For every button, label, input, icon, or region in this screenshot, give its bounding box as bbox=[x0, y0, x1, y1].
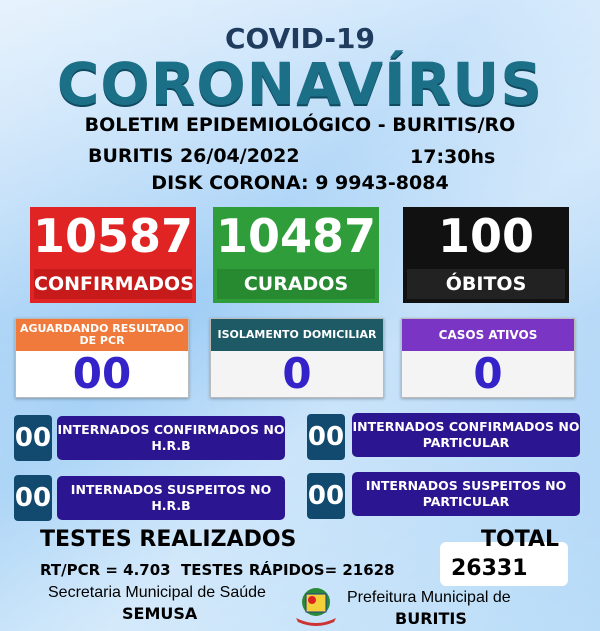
time: 17:30hs bbox=[410, 146, 496, 168]
tests-detail: RT/PCR = 4.703 TESTES RÁPIDOS= 21628 bbox=[40, 561, 395, 579]
active-cases-value: 0 bbox=[473, 349, 503, 398]
prefeitura-label: Prefeitura Municipal de bbox=[347, 589, 511, 606]
cured-value: 10487 bbox=[215, 209, 377, 263]
page-title: CORONAVÍRUS bbox=[56, 50, 544, 118]
home-isolation-box: ISOLAMENTO DOMICILIAR 0 bbox=[210, 318, 384, 398]
confirmed-value: 10587 bbox=[32, 209, 194, 263]
awaiting-pcr-box: AGUARDANDO RESULTADO DE PCR 00 bbox=[15, 318, 189, 398]
buritis-label: BURITIS bbox=[395, 609, 467, 628]
total-label: TOTAL bbox=[481, 527, 560, 552]
cured-label: CURADOS bbox=[217, 269, 375, 299]
total-bg bbox=[440, 542, 568, 586]
deaths-value: 100 bbox=[437, 209, 535, 263]
semusa-label: SEMUSA bbox=[122, 604, 198, 623]
hrb-confirmed-value: 00 bbox=[14, 415, 52, 461]
bulletin-title: BOLETIM EPIDEMIOLÓGICO - BURITIS/RO bbox=[84, 114, 516, 136]
city-coat-of-arms-icon bbox=[296, 588, 336, 626]
hrb-suspected-label: INTERNADOS SUSPEITOS NO H.R.B bbox=[57, 476, 285, 520]
awaiting-pcr-value: 00 bbox=[16, 351, 188, 397]
active-cases-label: CASOS ATIVOS bbox=[402, 319, 574, 351]
deaths-label: ÓBITOS bbox=[407, 269, 565, 299]
awaiting-pcr-label: AGUARDANDO RESULTADO DE PCR bbox=[16, 319, 188, 351]
date: BURITIS 26/04/2022 bbox=[88, 145, 300, 167]
confirmed-box: 10587 CONFIRMADOS bbox=[30, 207, 196, 303]
private-confirmed-value: 00 bbox=[307, 414, 345, 460]
active-cases-box: CASOS ATIVOS 0 bbox=[401, 318, 575, 398]
secretaria-label: Secretaria Municipal de Saúde bbox=[48, 584, 266, 601]
private-confirmed-label: INTERNADOS CONFIRMADOS NO PARTICULAR bbox=[352, 413, 580, 457]
deaths-box: 100 ÓBITOS bbox=[403, 207, 569, 303]
confirmed-label: CONFIRMADOS bbox=[34, 269, 194, 299]
private-suspected-value: 00 bbox=[307, 473, 345, 519]
total-value: 26331 bbox=[451, 556, 528, 581]
tests-title: TESTES REALIZADOS bbox=[40, 527, 297, 552]
hrb-suspected-value: 00 bbox=[14, 475, 52, 521]
home-isolation-label: ISOLAMENTO DOMICILIAR bbox=[211, 319, 383, 351]
covid-label: COVID-19 bbox=[224, 22, 376, 55]
cured-box: 10487 CURADOS bbox=[213, 207, 379, 303]
hrb-confirmed-label: INTERNADOS CONFIRMADOS NO H.R.B bbox=[57, 416, 285, 460]
private-suspected-label: INTERNADOS SUSPEITOS NO PARTICULAR bbox=[352, 472, 580, 516]
home-isolation-value: 0 bbox=[282, 349, 312, 398]
disk-corona: DISK CORONA: 9 9943-8084 bbox=[151, 172, 449, 194]
